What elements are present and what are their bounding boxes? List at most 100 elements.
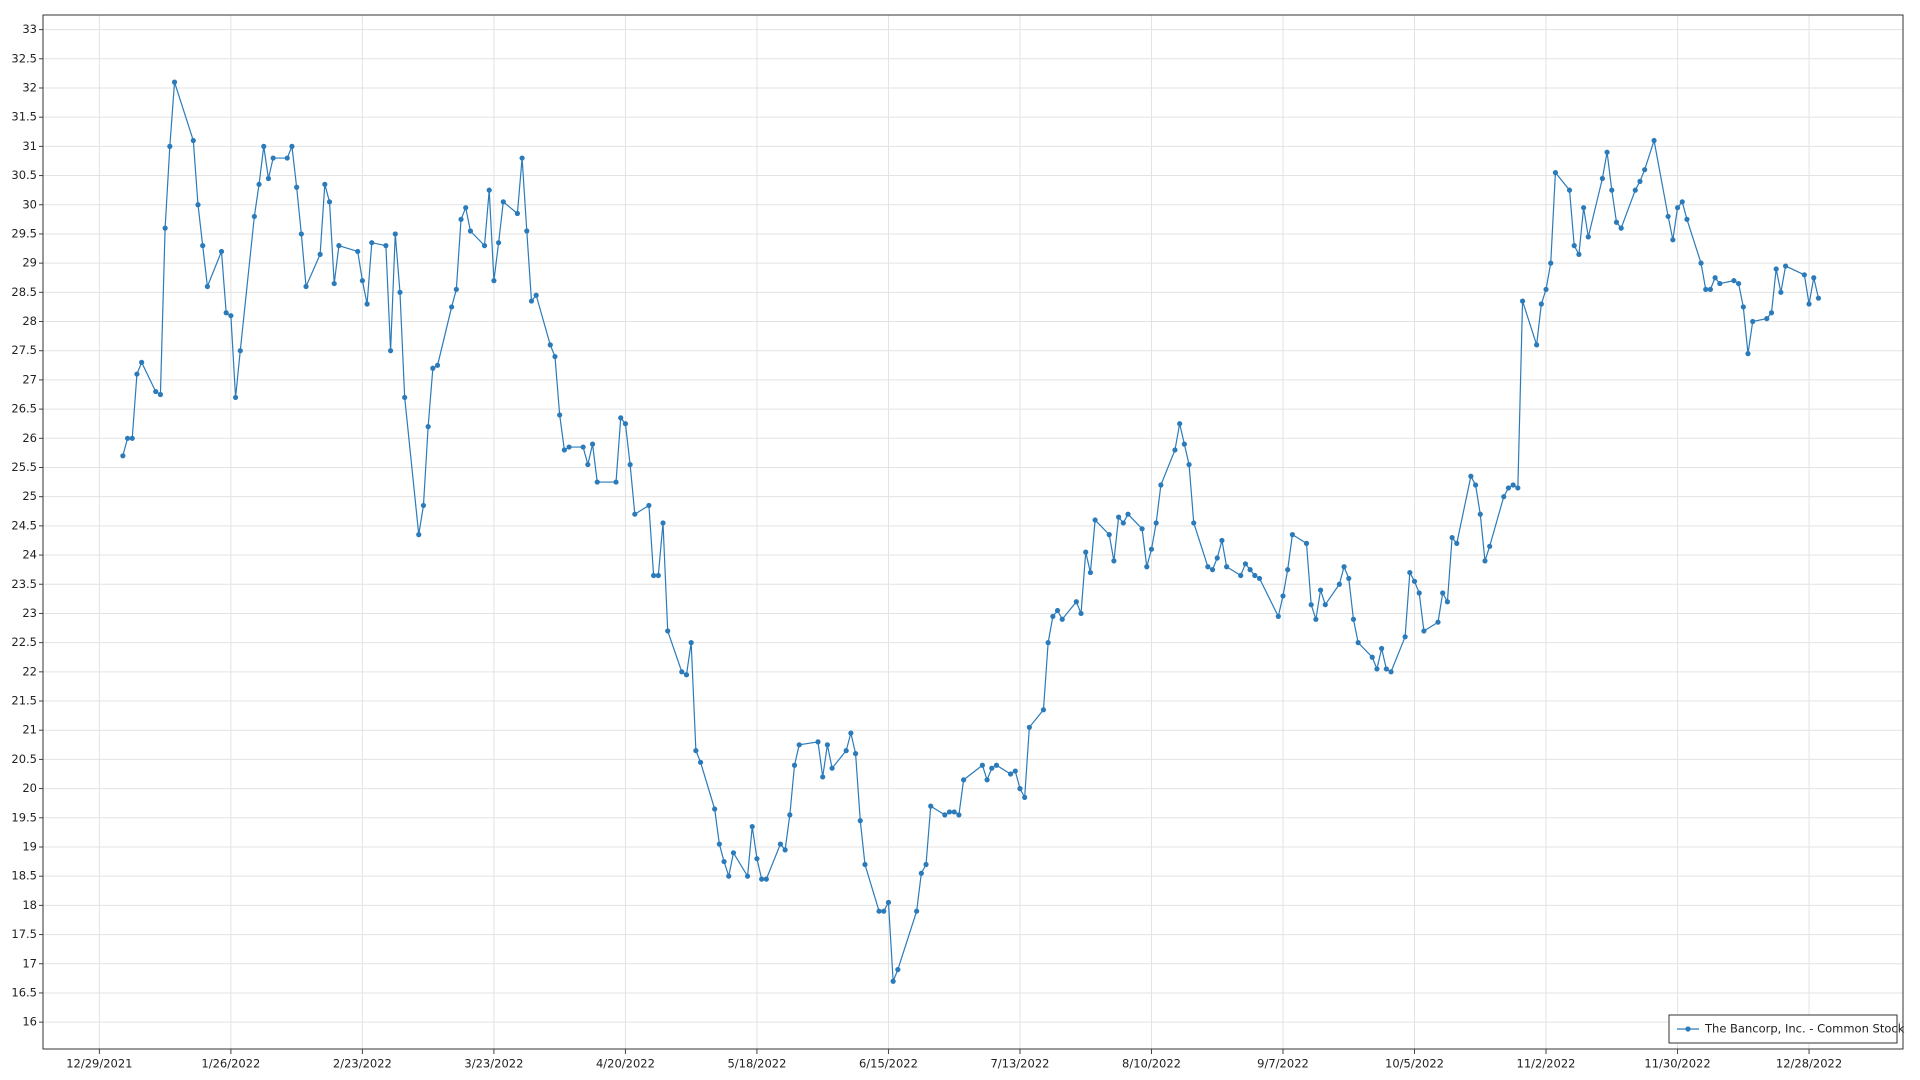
data-point — [200, 243, 206, 249]
data-point — [1548, 260, 1554, 266]
data-point — [979, 762, 985, 768]
data-point — [1050, 613, 1056, 619]
data-point — [1811, 275, 1817, 281]
y-tick-label: 32.5 — [11, 51, 37, 65]
data-point — [1275, 613, 1281, 619]
data-point — [1599, 175, 1605, 182]
y-tick-label: 31 — [22, 139, 37, 153]
y-tick-label: 24.5 — [11, 518, 37, 532]
x-tick-label: 5/18/2022 — [727, 1057, 786, 1071]
data-point — [1191, 520, 1197, 526]
data-point — [989, 765, 995, 771]
data-point — [449, 304, 455, 310]
data-point — [1806, 301, 1812, 307]
data-point — [782, 847, 788, 853]
data-point — [458, 216, 464, 222]
data-point — [1153, 520, 1159, 526]
y-tick-label: 23 — [22, 606, 37, 620]
data-point — [237, 348, 243, 354]
data-point — [519, 155, 525, 161]
data-point — [622, 421, 629, 427]
data-point — [848, 730, 854, 736]
data-point — [1538, 301, 1544, 307]
data-point — [355, 248, 361, 255]
data-point — [1609, 187, 1615, 193]
x-tick-label: 8/10/2022 — [1122, 1057, 1181, 1071]
x-tick-label: 3/23/2022 — [464, 1057, 523, 1071]
data-point — [195, 202, 201, 208]
data-point — [942, 812, 948, 818]
data-point — [1698, 260, 1704, 266]
data-point — [984, 777, 990, 783]
data-point — [1355, 640, 1361, 646]
data-point — [1106, 532, 1112, 538]
data-point — [416, 532, 422, 538]
data-point — [204, 283, 210, 290]
data-point — [1148, 546, 1155, 552]
data-point — [392, 231, 398, 237]
data-point — [218, 248, 225, 255]
data-point — [251, 213, 257, 220]
x-tick-label: 4/20/2022 — [596, 1057, 655, 1071]
y-tick-label: 27 — [22, 372, 37, 386]
data-point — [1519, 298, 1526, 304]
data-point — [956, 812, 962, 818]
data-point — [514, 210, 520, 217]
data-point — [157, 391, 164, 398]
data-point — [632, 511, 638, 517]
data-point — [524, 228, 530, 234]
data-point — [1313, 616, 1319, 622]
data-point — [796, 742, 802, 748]
y-tick-label: 18.5 — [11, 869, 37, 883]
data-point — [566, 444, 572, 450]
data-point — [1280, 593, 1286, 599]
data-point — [317, 251, 323, 257]
data-point — [697, 759, 704, 765]
y-tick-label: 30 — [22, 197, 37, 211]
data-point — [585, 461, 591, 468]
y-tick-label: 22.5 — [11, 635, 37, 649]
data-point — [1510, 482, 1516, 488]
data-point — [824, 742, 830, 748]
data-point — [1247, 567, 1253, 573]
data-point — [1801, 272, 1807, 278]
data-point — [134, 371, 140, 377]
data-point — [1778, 289, 1784, 295]
data-point — [716, 841, 722, 847]
data-point — [129, 435, 135, 441]
y-tick-label: 20 — [22, 781, 37, 795]
legend-label: The Bancorp, Inc. - Common Stock — [1704, 1022, 1905, 1036]
data-point — [1585, 234, 1591, 240]
data-point — [885, 899, 892, 906]
data-point — [1120, 520, 1126, 526]
data-point — [1435, 619, 1441, 625]
data-point — [683, 672, 690, 678]
x-tick-label: 10/5/2022 — [1385, 1057, 1444, 1071]
data-point — [1449, 534, 1455, 541]
data-point — [852, 750, 859, 757]
data-point — [1750, 318, 1756, 325]
data-point — [1092, 517, 1098, 523]
data-point — [1369, 654, 1375, 660]
x-tick-label: 11/30/2022 — [1644, 1057, 1710, 1071]
data-point — [1674, 205, 1681, 211]
data-point — [1740, 304, 1746, 310]
x-tick-label: 2/23/2022 — [333, 1057, 392, 1071]
data-point — [820, 774, 826, 780]
data-point — [331, 280, 337, 287]
data-point — [1336, 581, 1342, 587]
y-tick-label: 17 — [22, 956, 37, 970]
data-point — [265, 175, 272, 182]
data-point — [496, 240, 502, 246]
data-point — [993, 762, 1000, 768]
data-point — [1581, 205, 1587, 211]
y-tick-label: 31.5 — [11, 110, 37, 124]
data-point — [712, 806, 718, 812]
data-point — [665, 628, 671, 634]
y-tick-label: 18 — [22, 898, 37, 912]
data-point — [500, 199, 506, 205]
data-point — [298, 231, 304, 237]
data-point — [1421, 628, 1427, 634]
data-point — [326, 199, 333, 205]
data-point — [528, 298, 535, 304]
